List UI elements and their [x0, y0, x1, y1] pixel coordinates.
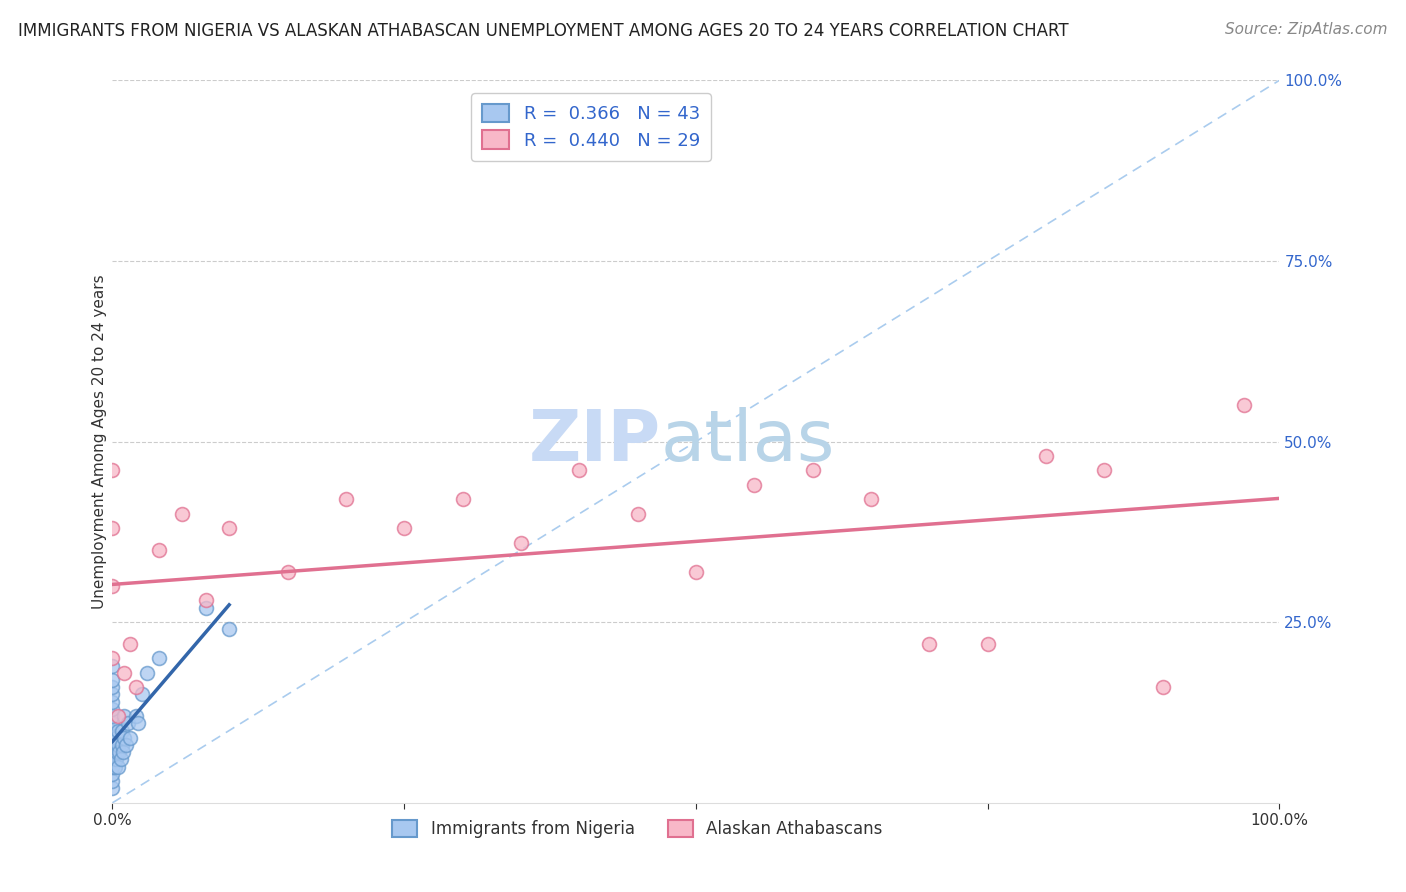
Point	[108, 745, 131, 759]
Point	[104, 731, 127, 745]
Point	[101, 658, 124, 673]
Point	[107, 709, 129, 723]
Point	[110, 752, 132, 766]
Point	[101, 695, 124, 709]
Point	[101, 673, 124, 687]
Point	[451, 492, 474, 507]
Point	[101, 709, 124, 723]
Point	[111, 723, 134, 738]
Point	[107, 723, 129, 738]
Point	[101, 521, 124, 535]
Point	[111, 738, 134, 752]
Point	[218, 521, 240, 535]
Point	[127, 716, 149, 731]
Point	[112, 665, 135, 680]
Point	[101, 745, 124, 759]
Point	[148, 651, 170, 665]
Point	[194, 593, 217, 607]
Y-axis label: Unemployment Among Ages 20 to 24 years: Unemployment Among Ages 20 to 24 years	[91, 274, 107, 609]
Point	[107, 760, 129, 774]
Point	[918, 637, 941, 651]
Point	[118, 731, 141, 745]
Point	[125, 680, 148, 694]
Point	[172, 507, 194, 521]
Point	[276, 565, 298, 579]
Point	[117, 716, 139, 731]
Point	[101, 579, 124, 593]
Point	[101, 731, 124, 745]
Point	[568, 463, 591, 477]
Text: ZIP: ZIP	[529, 407, 661, 476]
Point	[131, 687, 153, 701]
Legend: Immigrants from Nigeria, Alaskan Athabascans: Immigrants from Nigeria, Alaskan Athabas…	[385, 814, 890, 845]
Point	[125, 709, 148, 723]
Point	[107, 738, 129, 752]
Point	[1152, 680, 1174, 694]
Point	[101, 738, 124, 752]
Point	[1035, 449, 1057, 463]
Point	[104, 738, 127, 752]
Text: Source: ZipAtlas.com: Source: ZipAtlas.com	[1225, 22, 1388, 37]
Point	[105, 745, 128, 759]
Point	[101, 702, 124, 716]
Point	[801, 463, 824, 477]
Point	[136, 665, 159, 680]
Point	[115, 738, 138, 752]
Point	[218, 623, 240, 637]
Point	[118, 637, 141, 651]
Point	[394, 521, 416, 535]
Point	[101, 680, 124, 694]
Point	[101, 716, 124, 731]
Point	[194, 600, 217, 615]
Point	[976, 637, 998, 651]
Point	[101, 760, 124, 774]
Point	[335, 492, 357, 507]
Point	[148, 542, 170, 557]
Point	[101, 651, 124, 665]
Point	[101, 687, 124, 701]
Point	[104, 752, 127, 766]
Point	[101, 752, 124, 766]
Point	[101, 752, 124, 766]
Point	[509, 535, 531, 549]
Point	[101, 781, 124, 796]
Point	[685, 565, 707, 579]
Point	[1233, 398, 1256, 412]
Point	[111, 745, 134, 759]
Point	[101, 774, 124, 789]
Text: IMMIGRANTS FROM NIGERIA VS ALASKAN ATHABASCAN UNEMPLOYMENT AMONG AGES 20 TO 24 Y: IMMIGRANTS FROM NIGERIA VS ALASKAN ATHAB…	[18, 22, 1069, 40]
Point	[101, 767, 124, 781]
Point	[744, 478, 766, 492]
Point	[101, 463, 124, 477]
Point	[112, 709, 135, 723]
Point	[860, 492, 883, 507]
Point	[1094, 463, 1116, 477]
Text: atlas: atlas	[661, 407, 835, 476]
Point	[112, 731, 135, 745]
Point	[101, 723, 124, 738]
Point	[104, 760, 127, 774]
Point	[627, 507, 650, 521]
